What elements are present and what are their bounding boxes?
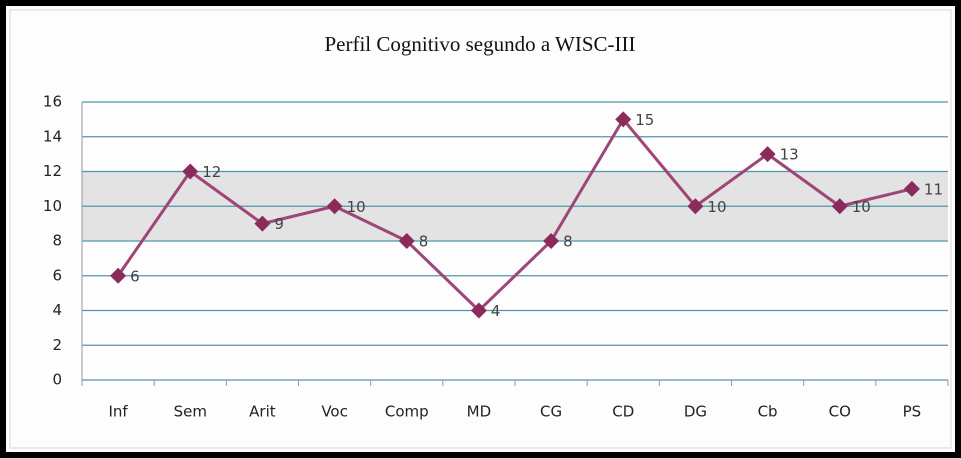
y-tick-label: 16 xyxy=(43,93,62,111)
data-label: 8 xyxy=(563,233,573,251)
y-tick-label: 2 xyxy=(52,336,62,354)
data-label: 9 xyxy=(274,215,284,233)
marker xyxy=(903,180,920,197)
x-tick-label: MD xyxy=(467,403,492,421)
data-label: 8 xyxy=(419,233,429,251)
marker xyxy=(182,163,199,180)
marker xyxy=(110,267,127,284)
data-label: 4 xyxy=(491,302,501,320)
x-tick-label: Cb xyxy=(758,403,778,421)
chart-title: Perfil Cognitivo segundo a WISC-III xyxy=(324,32,635,56)
marker xyxy=(543,233,560,249)
x-tick-label: CD xyxy=(612,403,634,421)
y-tick-label: 14 xyxy=(43,127,62,145)
data-label: 10 xyxy=(852,198,871,216)
data-label: 10 xyxy=(347,198,366,216)
y-tick-label: 10 xyxy=(43,197,62,215)
line xyxy=(116,117,913,312)
data-label: 13 xyxy=(780,146,799,164)
x-tick-label: DG xyxy=(684,403,707,421)
y-tick-label: 12 xyxy=(43,162,62,180)
data-label: 10 xyxy=(707,198,726,216)
x-tick-label: CO xyxy=(829,403,851,421)
y-tick-label: 6 xyxy=(52,266,62,284)
data-label: 12 xyxy=(202,163,221,181)
data-label: 6 xyxy=(130,267,140,285)
x-tick-label: CG xyxy=(540,403,562,421)
x-tick-label: Comp xyxy=(385,403,429,421)
marker xyxy=(759,146,776,163)
x-tick-label: Arit xyxy=(249,403,276,421)
x-tick-label: PS xyxy=(903,403,922,421)
marker xyxy=(398,233,415,249)
data-label: 15 xyxy=(635,111,654,129)
marker xyxy=(470,302,487,319)
y-tick-label: 4 xyxy=(52,301,62,319)
marker xyxy=(615,111,632,128)
marker xyxy=(831,198,848,215)
y-tick-label: 0 xyxy=(52,371,62,389)
x-tick-label: Voc xyxy=(321,403,348,421)
marker xyxy=(254,215,271,232)
x-tick-label: Inf xyxy=(108,403,128,421)
x-tick-label: Sem xyxy=(174,403,207,421)
inner-frame xyxy=(9,9,952,449)
marker xyxy=(326,198,343,215)
data-label: 11 xyxy=(924,180,943,198)
marker xyxy=(687,198,704,215)
y-tick-label: 8 xyxy=(52,232,62,250)
